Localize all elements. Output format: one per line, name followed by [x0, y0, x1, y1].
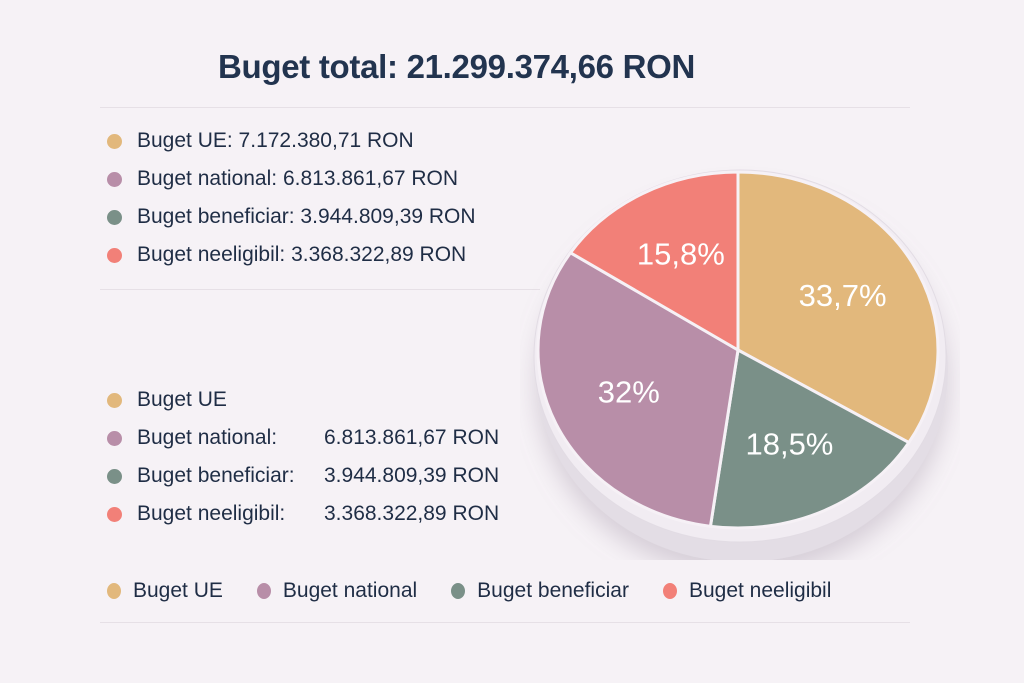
neeligibil-dot-icon: [107, 506, 122, 522]
beneficiar-dot-icon: [451, 583, 466, 599]
page-title: Buget total: 21.299.374,66 RON: [218, 48, 696, 85]
legend-label: Buget UE: [133, 579, 223, 602]
divider-bottom: [100, 622, 910, 623]
ue-dot-icon: [107, 583, 121, 599]
beneficiar-dot-icon: [107, 468, 122, 484]
divider-middle: [100, 289, 540, 290]
pie-slice-neeligibil: [568, 170, 740, 353]
legend-item-neeligibil: Buget neeligibil: 3.368.322,89 RON: [107, 495, 499, 533]
national-dot-icon: [256, 583, 271, 599]
national-dot-icon: [107, 171, 122, 187]
ue-dot-icon: [107, 133, 122, 149]
legend-label: Buget neeligibil: [688, 579, 832, 602]
pie-slice-ue: [736, 170, 940, 445]
legend-label: Buget national:: [137, 426, 278, 449]
legend-item-national: Buget national: 6.813.861,67 RON: [107, 419, 499, 457]
legend-item-beneficiar: Buget beneficiar: 3.944.809,39 RON: [107, 198, 476, 236]
national-dot-icon: [107, 430, 122, 446]
legend-text: Buget national: 6.813.861,67 RON: [137, 167, 459, 190]
legend-item-beneficiar: Buget beneficiar: [451, 575, 629, 607]
legend-middle: Buget UE Buget national: 6.813.861,67 RON B…: [107, 381, 499, 533]
pie-label-ue: 33,7%: [799, 278, 887, 313]
neeligibil-dot-icon: [107, 247, 122, 263]
legend-value: 3.368.322,89 RON: [324, 502, 500, 525]
legend-value: 3.944.809,39 RON: [324, 464, 500, 487]
legend-value: 6.813.861,67 RON: [324, 426, 500, 449]
pie-label-beneficiar: 18,5%: [745, 427, 833, 462]
legend-label: Buget national: [282, 579, 418, 602]
divider-top: [100, 107, 910, 108]
legend-item-national: Buget national: [256, 575, 418, 607]
pie-label-neeligibil: 15,8%: [637, 236, 725, 271]
legend-item-national: Buget national: 6.813.861,67 RON: [107, 160, 476, 198]
beneficiar-dot-icon: [107, 209, 122, 225]
legend-text: Buget UE: 7.172.380,71 RON: [137, 129, 414, 152]
ue-dot-icon: [107, 392, 122, 408]
legend-item-ue: Buget UE: [107, 381, 499, 419]
legend-top: Buget UE: 7.172.380,71 RON Buget national…: [107, 122, 476, 274]
legend-item-ue: Buget UE: 7.172.380,71 RON: [107, 122, 476, 160]
legend-item-neeligibil: Buget neeligibil: 3.368.322,89 RON: [107, 236, 476, 274]
legend-bottom: Buget UE Buget national Buget beneficiar Bu…: [107, 575, 865, 607]
legend-text: Buget beneficiar: 3.944.809,39 RON: [137, 205, 476, 228]
legend-label: Buget neeligibil:: [137, 502, 286, 525]
pie-chart: 33,7% 18,5% 32% 15,8%: [533, 169, 948, 560]
legend-label: Buget UE: [137, 388, 227, 411]
legend-label: Buget beneficiar:: [137, 464, 295, 487]
pie-slice-beneficiar: [708, 347, 912, 530]
legend-item-ue: Buget UE: [107, 575, 223, 607]
pie-label-national: 32%: [598, 374, 660, 409]
neeligibil-dot-icon: [662, 583, 677, 599]
legend-label: Buget beneficiar: [477, 579, 629, 602]
legend-item-beneficiar: Buget beneficiar: 3.944.809,39 RON: [107, 457, 499, 495]
legend-item-neeligibil: Buget neeligibil: [662, 575, 832, 607]
legend-text: Buget neeligibil: 3.368.322,89 RON: [137, 243, 467, 266]
